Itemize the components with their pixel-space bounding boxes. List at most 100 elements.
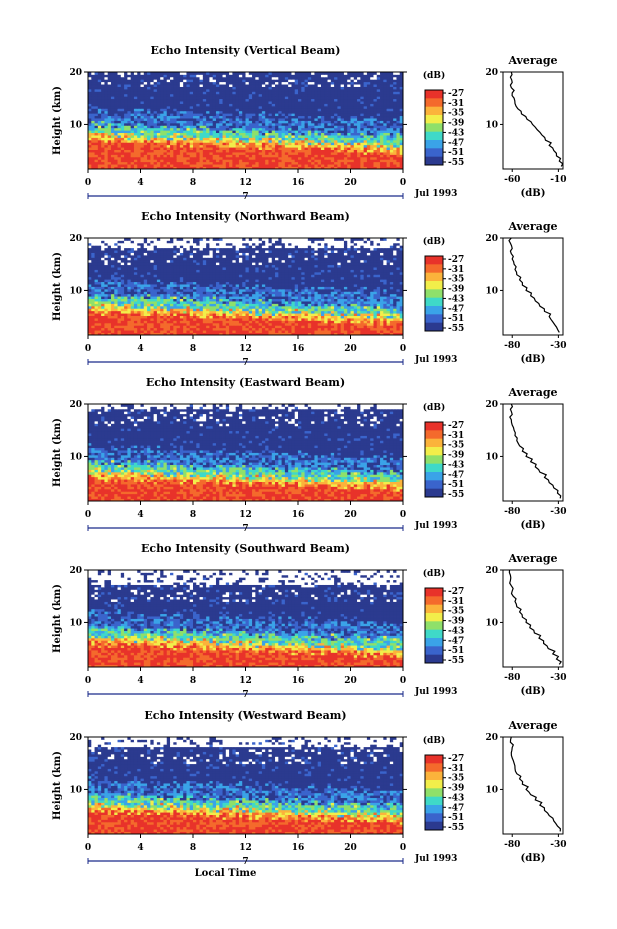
heatmap-cell: [141, 162, 145, 165]
heatmap-cell: [150, 130, 154, 133]
heatmap-cell: [301, 159, 305, 162]
heatmap-cell: [291, 96, 295, 99]
heatmap-cell: [351, 137, 355, 140]
heatmap-cell: [232, 137, 236, 140]
heatmap-cell: [278, 152, 282, 155]
heatmap-cell: [173, 308, 177, 311]
heatmap-cell: [160, 113, 164, 116]
heatmap-cell: [108, 111, 112, 114]
heatmap-cell: [101, 99, 105, 102]
heatmap-cell: [200, 311, 204, 314]
heatmap-cell: [239, 82, 243, 85]
heatmap-cell: [232, 101, 236, 104]
heatmap-cell: [324, 135, 328, 138]
heatmap-cell: [301, 128, 305, 131]
heatmap-cell: [203, 77, 207, 80]
heatmap-cell: [383, 152, 387, 155]
heatmap-cell: [183, 128, 187, 131]
heatmap-cell: [141, 147, 145, 150]
heatmap-cell: [324, 316, 328, 319]
heatmap-cell: [173, 328, 177, 331]
heatmap-cell: [272, 121, 276, 124]
heatmap-cell: [95, 311, 99, 314]
heatmap-cell: [268, 152, 272, 155]
heatmap-cell: [246, 125, 250, 128]
heatmap-cell: [396, 325, 400, 328]
heatmap-cell: [219, 111, 223, 114]
heatmap-cell: [380, 125, 384, 128]
heatmap-cell: [305, 91, 309, 94]
heatmap-cell: [213, 140, 217, 143]
heatmap-cell: [150, 77, 154, 80]
heatmap-cell: [255, 94, 259, 97]
heatmap-cell: [111, 154, 115, 157]
heatmap-cell: [308, 137, 312, 140]
heatmap-cell: [324, 152, 328, 155]
heatmap-cell: [321, 82, 325, 85]
heatmap-cell: [337, 330, 341, 333]
heatmap-cell: [101, 111, 105, 114]
heatmap-cell: [150, 123, 154, 126]
heatmap-cell: [239, 106, 243, 109]
heatmap-cell: [357, 325, 361, 328]
heatmap-cell: [101, 159, 105, 162]
heatmap-cell: [367, 82, 371, 85]
heatmap-cell: [344, 162, 348, 165]
heatmap-cell: [147, 82, 151, 85]
heatmap-cell: [364, 79, 368, 82]
heatmap-cell: [226, 104, 230, 107]
colorbar: -27-31-35-39-43-47-51-55: [425, 89, 464, 168]
heatmap-cell: [311, 101, 315, 104]
heatmap-cell: [160, 96, 164, 99]
heatmap-cell: [177, 152, 181, 155]
heatmap-cell: [328, 147, 332, 150]
heatmap-cell: [275, 128, 279, 131]
heatmap-cell: [337, 328, 341, 331]
heatmap-cell: [337, 323, 341, 326]
heatmap-cell: [377, 154, 381, 157]
heatmap-cell: [167, 89, 171, 92]
heatmap-cell: [163, 137, 167, 140]
heatmap-cell: [331, 154, 335, 157]
heatmap-cell: [196, 116, 200, 119]
heatmap-cell: [255, 128, 259, 131]
heatmap-cell: [232, 313, 236, 316]
heatmap-cell: [200, 94, 204, 97]
heatmap-cell: [236, 94, 240, 97]
heatmap-cell: [206, 101, 210, 104]
heatmap-cell: [380, 325, 384, 328]
heatmap-cell: [249, 150, 253, 153]
heatmap-cell: [246, 330, 250, 333]
heatmap-cell: [163, 94, 167, 97]
heatmap-cell: [167, 113, 171, 116]
heatmap-cell: [183, 118, 187, 121]
heatmap-cell: [154, 318, 158, 321]
heatmap-cell: [91, 84, 95, 87]
heatmap-cell: [246, 147, 250, 150]
heatmap-cell: [308, 77, 312, 80]
heatmap-cell: [272, 142, 276, 145]
heatmap-cell: [163, 121, 167, 124]
heatmap-cell: [226, 91, 230, 94]
heatmap-cell: [88, 142, 92, 145]
heatmap-cell: [390, 328, 394, 331]
heatmap-cell: [154, 111, 158, 114]
heatmap-cell: [321, 142, 325, 145]
heatmap-cell: [278, 164, 282, 167]
heatmap-cell: [255, 316, 259, 319]
heatmap-cell: [196, 162, 200, 165]
heatmap-cell: [291, 128, 295, 131]
heatmap-cell: [262, 162, 266, 165]
heatmap-cell: [131, 87, 135, 90]
heatmap-cell: [298, 108, 302, 111]
heatmap-cell: [393, 91, 397, 94]
heatmap-cell: [118, 74, 122, 77]
heatmap-cell: [186, 123, 190, 126]
heatmap-cell: [321, 328, 325, 331]
heatmap-cell: [373, 325, 377, 328]
heatmap-cell: [328, 157, 332, 160]
heatmap-cell: [275, 157, 279, 160]
heatmap-cell: [95, 133, 99, 136]
heatmap-cell: [390, 142, 394, 145]
heatmap-cell: [360, 121, 364, 124]
